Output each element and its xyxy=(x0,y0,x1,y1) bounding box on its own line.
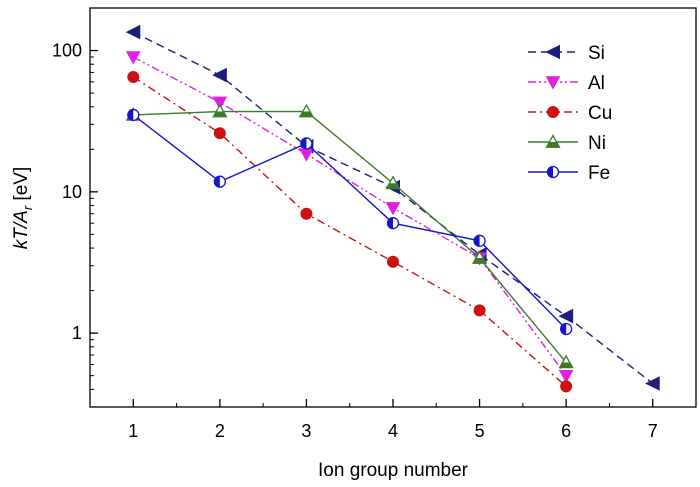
legend-item-cu: Cu xyxy=(528,103,612,124)
x-tick-label: 6 xyxy=(561,421,571,441)
y-tick-label: 1 xyxy=(72,323,82,343)
data-point xyxy=(560,380,573,393)
data-point xyxy=(212,103,228,118)
data-point xyxy=(546,165,560,179)
x-tick-label: 4 xyxy=(388,421,398,441)
series-fe xyxy=(127,108,573,336)
legend-item-si: Si xyxy=(528,43,605,64)
series-cu xyxy=(127,70,573,393)
data-point xyxy=(473,234,486,247)
data-point xyxy=(558,369,574,384)
series-line xyxy=(132,76,567,387)
marker-fill xyxy=(473,258,487,264)
series-layer xyxy=(125,24,660,393)
legend-label: Cu xyxy=(588,103,612,124)
y-axis-label-main: kT/A xyxy=(11,210,32,249)
legend-item-al: Al xyxy=(528,73,605,94)
data-point xyxy=(386,217,400,230)
marker-fill xyxy=(546,142,560,148)
series-line xyxy=(132,56,567,377)
legend-item-fe: Fe xyxy=(528,163,610,184)
y-axis-label-sub: r xyxy=(20,205,35,210)
series-line xyxy=(132,114,567,330)
data-point xyxy=(212,67,227,83)
x-tick-label: 2 xyxy=(215,421,225,441)
data-point xyxy=(559,322,573,336)
y-minor-ticks xyxy=(90,56,94,408)
data-point xyxy=(473,304,486,317)
marker-fill xyxy=(547,166,553,178)
marker-fill xyxy=(474,235,480,247)
marker-fill xyxy=(300,137,307,149)
data-point xyxy=(125,24,141,40)
marker-fill xyxy=(386,183,400,189)
legend-item-ni: Ni xyxy=(528,133,606,154)
data-point xyxy=(645,376,660,391)
x-tick-label: 5 xyxy=(475,421,485,441)
data-point xyxy=(385,175,401,190)
y-tick-label: 10 xyxy=(62,182,82,202)
legend-label: Fe xyxy=(588,163,610,184)
marker-fill xyxy=(560,323,567,335)
x-axis-label: Ion group number xyxy=(318,460,469,481)
y-tick-label: 100 xyxy=(52,41,82,61)
x-tick-label: 3 xyxy=(301,421,311,441)
y-axis-ticks: 1 10 100 xyxy=(52,41,98,343)
data-point xyxy=(299,148,314,162)
data-point xyxy=(547,106,559,118)
marker-fill xyxy=(559,362,573,368)
data-point xyxy=(545,134,561,148)
marker-fill xyxy=(387,217,393,229)
x-tick-label: 7 xyxy=(648,421,658,441)
y-axis-label: kT/Ar [eV] xyxy=(11,167,35,249)
legend: Si Al Cu Ni Fe xyxy=(528,43,612,184)
legend-label: Al xyxy=(588,73,605,94)
legend-label: Si xyxy=(588,43,605,64)
series-ni xyxy=(125,103,574,369)
data-point xyxy=(471,250,488,264)
data-point xyxy=(125,51,141,65)
marker-fill xyxy=(214,176,220,188)
series-line xyxy=(133,110,567,363)
data-point xyxy=(213,127,226,140)
legend-label: Ni xyxy=(588,133,606,154)
y-axis-label-unit: [eV] xyxy=(11,167,32,206)
data-point xyxy=(545,44,560,60)
data-point xyxy=(300,207,313,220)
x-axis-ticks: 1 2 3 4 5 6 7 xyxy=(128,399,658,441)
marker-fill xyxy=(299,111,313,117)
data-point xyxy=(127,108,140,122)
data-point xyxy=(300,137,313,150)
data-point xyxy=(387,255,399,268)
marker-fill xyxy=(127,109,134,121)
x-tick-label: 1 xyxy=(128,421,138,441)
data-point xyxy=(213,175,227,188)
data-point xyxy=(212,96,228,110)
data-point xyxy=(298,103,315,118)
data-point xyxy=(385,202,401,216)
data-point xyxy=(558,308,574,324)
marker-fill xyxy=(213,111,227,117)
data-point xyxy=(127,70,140,83)
data-point xyxy=(545,76,561,90)
data-point xyxy=(558,354,574,369)
